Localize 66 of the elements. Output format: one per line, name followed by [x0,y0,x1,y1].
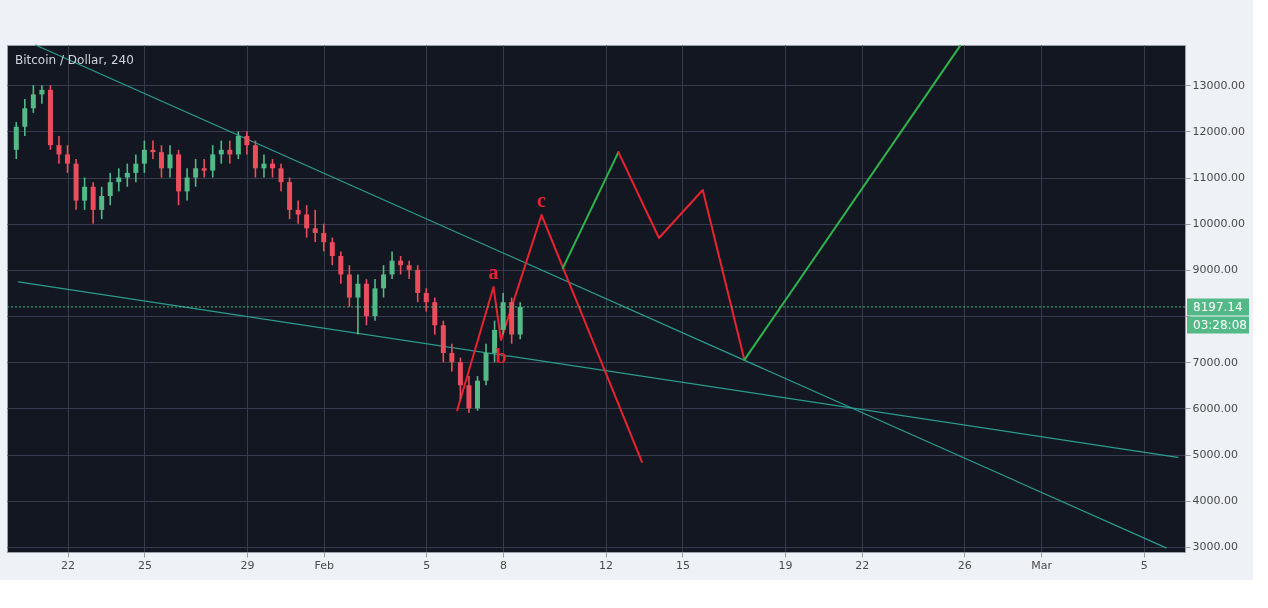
candlestick [124,162,130,188]
candlestick [56,135,62,165]
candlestick [338,250,344,285]
y-tick-label: 12000.00 [1192,124,1245,138]
candlestick [252,139,258,179]
x-tick-label: 29 [240,558,255,572]
x-tick-label: 22 [855,558,870,572]
candlestick [406,259,412,280]
y-tick-label: 11000.00 [1192,171,1245,185]
y-tick-label: 4000.00 [1192,494,1238,508]
candlestick [99,185,105,220]
candlestick [30,84,36,114]
y-tick-label: 13000.00 [1192,78,1245,92]
line-series [617,151,746,361]
candlestick [13,121,19,160]
x-tick-label: 26 [957,558,972,572]
candlestick [423,287,429,313]
x-tick-label: 22 [61,558,76,572]
candlestick [141,139,147,174]
candlestick [432,296,438,336]
candlestick [201,158,207,179]
y-tick-label: 7000.00 [1192,355,1238,369]
y-tick-label: 3000.00 [1192,540,1238,554]
candlestick [329,236,335,267]
annotation: a [488,260,499,283]
x-tick-label: 5 [1140,558,1148,572]
x-tick-label: 15 [675,558,690,572]
y-tick-label: 10000.00 [1192,217,1245,231]
x-tick-label: 19 [778,558,793,572]
x-tick-label: 25 [137,558,152,572]
x-tick-label: 8 [500,558,508,572]
ref-line-label: 8197.14 [1193,299,1243,314]
candlestick [381,264,387,299]
annotation: c [537,188,547,211]
text: Bitcoin / Dollar, 240 [15,53,134,67]
candlestick [184,167,190,202]
x-tick-label: Mar [1031,558,1053,572]
candlestick [65,144,71,174]
candlestick [244,130,250,156]
candlestick [158,144,164,179]
y-tick-label: 5000.00 [1192,448,1238,462]
candlestick [22,98,28,137]
y-tick-label: 6000.00 [1192,401,1238,415]
candlestick [304,204,310,239]
candlestick [133,153,139,183]
candlestick [346,264,352,308]
x-tick-label: 12 [599,558,614,572]
candlestick [278,162,284,193]
candlestick [210,144,216,179]
candlestick [235,130,241,160]
candlestick [321,222,327,253]
candlestick [107,172,113,207]
candlestick [449,342,455,373]
x-tick-label: 5 [423,558,431,572]
candlestick [466,375,472,414]
y-tick-label: 9000.00 [1192,263,1238,277]
candlestick [167,144,173,179]
candlestick [193,158,199,188]
candlestick [312,209,318,243]
text: 03:28:08 [1193,317,1247,332]
candlestick [415,264,421,303]
candlestick [457,356,463,400]
candlestick [90,181,96,225]
x-tick-label: Feb [314,558,334,572]
candlestick [82,176,88,211]
candlestick [389,250,395,280]
